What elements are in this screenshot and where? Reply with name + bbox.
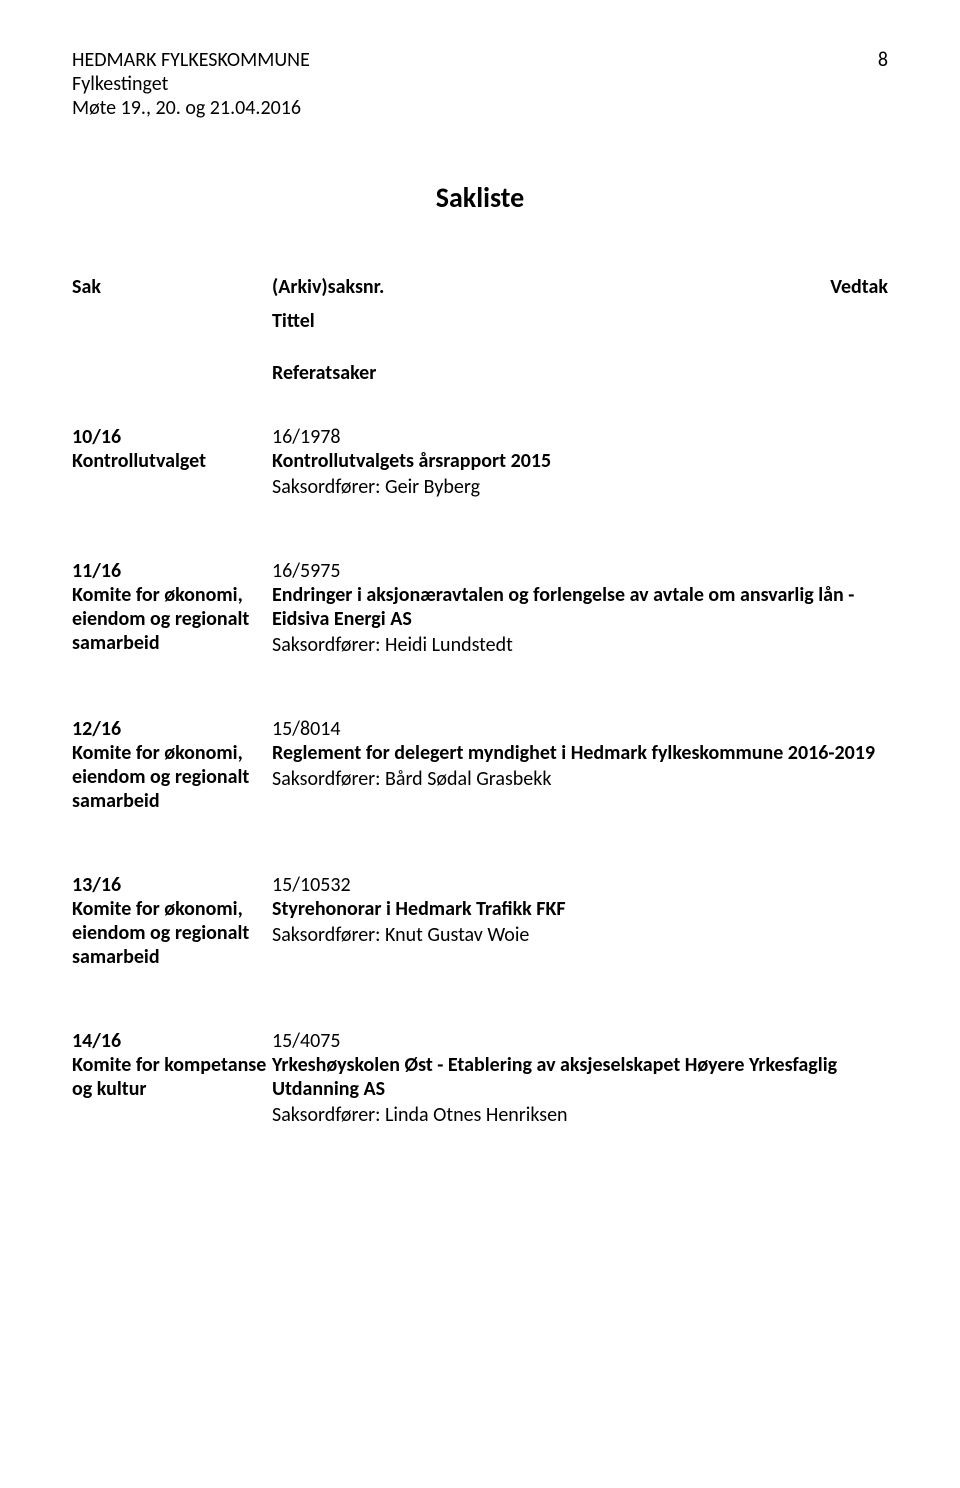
referatsaker-row: Referatsaker — [72, 361, 888, 385]
sak-item: 12/16 Komite for økonomi, eiendom og reg… — [72, 717, 888, 813]
arkiv-num: 16/5975 — [272, 559, 888, 583]
sak-num: 11/16 — [72, 559, 272, 583]
referatsaker-label: Referatsaker — [272, 361, 888, 385]
page-header: HEDMARK FYLKESKOMMUNE Fylkestinget Møte … — [72, 48, 888, 120]
sak-num: 12/16 — [72, 717, 272, 741]
saksordforer: Saksordfører: Knut Gustav Woie — [272, 923, 888, 947]
sak-item: 11/16 Komite for økonomi, eiendom og reg… — [72, 559, 888, 657]
sak-body: Komite for økonomi, eiendom og regionalt… — [72, 741, 272, 813]
sak-num: 14/16 — [72, 1029, 272, 1053]
col-tittel: Tittel — [272, 309, 888, 333]
sak-body: Kontrollutvalget — [72, 449, 272, 473]
sak-right: 15/10532 Styrehonorar i Hedmark Trafikk … — [272, 873, 888, 947]
arkiv-num: 15/10532 — [272, 873, 888, 897]
arkiv-num: 15/4075 — [272, 1029, 888, 1053]
sak-num: 10/16 — [72, 425, 272, 449]
sak-item: 14/16 Komite for kompetanse og kultur 15… — [72, 1029, 888, 1127]
sak-item: 13/16 Komite for økonomi, eiendom og reg… — [72, 873, 888, 969]
saksordforer: Saksordfører: Heidi Lundstedt — [272, 633, 888, 657]
sak-num: 13/16 — [72, 873, 272, 897]
column-header-row2: Tittel — [72, 309, 888, 333]
sak-left: 10/16 Kontrollutvalget — [72, 425, 272, 473]
sak-body: Komite for økonomi, eiendom og regionalt… — [72, 897, 272, 969]
sak-left: 14/16 Komite for kompetanse og kultur — [72, 1029, 272, 1101]
sak-title: Kontrollutvalgets årsrapport 2015 — [272, 449, 888, 473]
meeting-date: Møte 19., 20. og 21.04.2016 — [72, 96, 310, 120]
col-arkiv: (Arkiv)saksnr. — [272, 275, 808, 299]
sak-left: 12/16 Komite for økonomi, eiendom og reg… — [72, 717, 272, 813]
header-left: HEDMARK FYLKESKOMMUNE Fylkestinget Møte … — [72, 48, 310, 120]
sak-item: 10/16 Kontrollutvalget 16/1978 Kontrollu… — [72, 425, 888, 499]
col-sak: Sak — [72, 275, 272, 299]
arkiv-num: 15/8014 — [272, 717, 888, 741]
saksordforer: Saksordfører: Geir Byberg — [272, 475, 888, 499]
sak-left: 11/16 Komite for økonomi, eiendom og reg… — [72, 559, 272, 655]
saksordforer: Saksordfører: Bård Sødal Grasbekk — [272, 767, 888, 791]
org-name: HEDMARK FYLKESKOMMUNE — [72, 48, 310, 72]
sak-left: 13/16 Komite for økonomi, eiendom og reg… — [72, 873, 272, 969]
sak-title: Styrehonorar i Hedmark Trafikk FKF — [272, 897, 888, 921]
sak-body: Komite for kompetanse og kultur — [72, 1053, 272, 1101]
page-number: 8 — [878, 48, 888, 120]
sak-title: Reglement for delegert myndighet i Hedma… — [272, 741, 888, 765]
sak-title: Yrkeshøyskolen Øst - Etablering av aksje… — [272, 1053, 888, 1101]
sak-right: 15/8014 Reglement for delegert myndighet… — [272, 717, 888, 791]
col-vedtak: Vedtak — [808, 275, 888, 299]
sak-right: 15/4075 Yrkeshøyskolen Øst - Etablering … — [272, 1029, 888, 1127]
body-name: Fylkestinget — [72, 72, 310, 96]
sak-right: 16/1978 Kontrollutvalgets årsrapport 201… — [272, 425, 888, 499]
sak-right: 16/5975 Endringer i aksjonæravtalen og f… — [272, 559, 888, 657]
sak-title: Endringer i aksjonæravtalen og forlengel… — [272, 583, 888, 631]
column-header-row: Sak (Arkiv)saksnr. Vedtak — [72, 275, 888, 299]
saksordforer: Saksordfører: Linda Otnes Henriksen — [272, 1103, 888, 1127]
arkiv-num: 16/1978 — [272, 425, 888, 449]
document-title: Sakliste — [72, 180, 888, 215]
sak-body: Komite for økonomi, eiendom og regionalt… — [72, 583, 272, 655]
